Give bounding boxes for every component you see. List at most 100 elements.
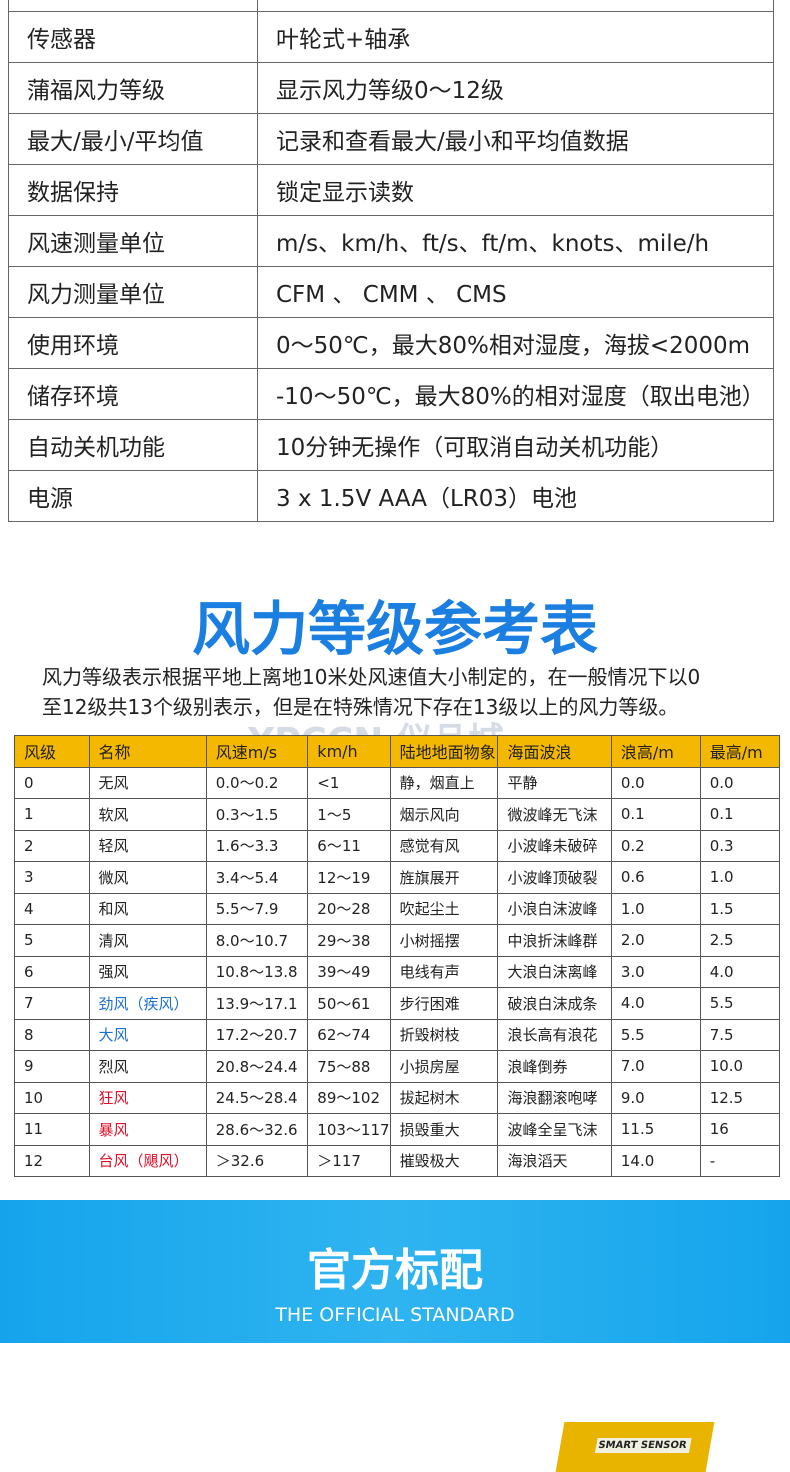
spec-row: 风速测量单位 m/s、km/h、ft/s、ft/m、knots、mile/h: [8, 215, 774, 267]
description-line: 至12级共13个级别表示，但是在特殊情况下存在13级以上的风力等级。: [42, 695, 679, 719]
spec-table: 传感器 叶轮式+轴承 蒲福风力等级 显示风力等级0～12级 最大/最小/平均值 记录和查看…: [8, 0, 774, 522]
table-cell: 13.9～17.1: [205, 987, 309, 1020]
table-cell: 103～117: [307, 1113, 391, 1146]
table-row: 9 烈风 20.8～24.4 75～88 小损房屋 浪峰倒券 7.0 10.0: [14, 1050, 781, 1083]
table-cell: 4.0: [699, 955, 781, 988]
table-cell: 0.3～1.5: [205, 798, 309, 831]
table-row: 5 清风 8.0～10.7 29～38 小树摇摆 中浪折沫峰群 2.0 2.5: [14, 924, 781, 957]
table-cell: 3.4～5.4: [205, 861, 309, 894]
table-cell: 6～11: [307, 829, 391, 862]
table-cell: 11: [14, 1113, 90, 1146]
table-cell: 小浪白沫波峰: [497, 892, 612, 925]
spec-label: 自动关机功能: [8, 419, 258, 471]
spec-label: 储存环境: [8, 368, 258, 420]
table-cell: 14.0: [610, 1144, 701, 1177]
table-cell: 小波峰未破碎: [497, 829, 612, 862]
table-cell: 1.6～3.3: [205, 829, 309, 862]
spec-label: 风力测量单位: [8, 266, 258, 318]
table-cell: 11.5: [610, 1113, 701, 1146]
table-cell: 0.0: [610, 766, 701, 799]
table-cell: 20～28: [307, 892, 391, 925]
table-cell: 微风: [88, 861, 207, 894]
table-cell: 浪峰倒券: [497, 1050, 612, 1083]
banner-subtitle: THE OFFICIAL STANDARD: [275, 1304, 515, 1326]
table-cell: 9.0: [610, 1081, 701, 1114]
table-cell: 8: [14, 1018, 90, 1051]
table-row: 10 狂风 24.5～28.4 89～102 拔起树木 海浪翻滚咆哮 9.0 12.5: [14, 1081, 781, 1114]
spec-row: 电源 3 x 1.5V AAA（LR03）电池: [8, 470, 774, 522]
table-cell: 0: [14, 766, 90, 799]
table-cell: 9: [14, 1050, 90, 1083]
table-cell: 2: [14, 829, 90, 862]
table-cell: 5.5～7.9: [205, 892, 309, 925]
spec-label: 传感器: [8, 11, 258, 63]
table-cell: 轻风: [88, 829, 207, 862]
table-row: 4 和风 5.5～7.9 20～28 吹起尘土 小浪白沫波峰 1.0 1.5: [14, 892, 781, 925]
table-cell: 75～88: [307, 1050, 391, 1083]
table-cell: 吹起尘土: [389, 892, 499, 925]
product-label: SMART SENSOR: [594, 1438, 692, 1453]
header-cell: 海面波浪: [497, 735, 612, 768]
description: 风力等级表示根据平地上离地10米处风速值大小制定的，在一般情况下以0 至12级共…: [42, 662, 700, 722]
spec-label: 风速测量单位: [8, 215, 258, 267]
header-cell: 风速m/s: [205, 735, 309, 768]
table-cell: 无风: [88, 766, 207, 799]
header-cell: km/h: [307, 735, 391, 768]
table-cell: 小损房屋: [389, 1050, 499, 1083]
table-cell: 步行困难: [389, 987, 499, 1020]
table-cell: 电线有声: [389, 955, 499, 988]
table-cell: 微波峰无飞沫: [497, 798, 612, 831]
table-cell: 0.1: [699, 798, 781, 831]
table-cell: 8.0～10.7: [205, 924, 309, 957]
spec-row: 数据保持 锁定显示读数: [8, 164, 774, 216]
spec-value: 叶轮式+轴承: [257, 11, 774, 63]
table-cell: 0.0～0.2: [205, 766, 309, 799]
table-cell: 3: [14, 861, 90, 894]
table-cell: 89～102: [307, 1081, 391, 1114]
header-row: 风级 名称 风速m/s km/h 陆地地面物象 海面波浪 浪高/m 最高/m: [14, 735, 781, 768]
table-cell: 29～38: [307, 924, 391, 957]
section-title: 风力等级参考表: [191, 595, 598, 663]
table-cell: 和风: [88, 892, 207, 925]
spec-row: 储存环境 -10～50℃，最大80%的相对湿度（取出电池）: [8, 368, 774, 420]
table-cell: 静，烟直上: [389, 766, 499, 799]
spec-value: m/s、km/h、ft/s、ft/m、knots、mile/h: [257, 215, 774, 267]
product-box: SMART SENSOR: [555, 1422, 715, 1472]
wind-table: 风级 名称 风速m/s km/h 陆地地面物象 海面波浪 浪高/m 最高/m 0 无风 0.0～0.…: [14, 735, 781, 1177]
table-cell: 小树摇摆: [389, 924, 499, 957]
table-row: 6 强风 10.8～13.8 39～49 电线有声 大浪白沫离峰 3.0 4.0: [14, 955, 781, 988]
table-cell: 大风: [88, 1018, 207, 1051]
table-cell: 1.0: [699, 861, 781, 894]
description-line: 风力等级表示根据平地上离地10米处风速值大小制定的，在一般情况下以0: [42, 665, 701, 689]
table-cell: 1～5: [307, 798, 391, 831]
table-cell: 4: [14, 892, 90, 925]
table-row: 0 无风 0.0～0.2 <1 静，烟直上 平静 0.0 0.0: [14, 766, 781, 799]
table-cell: 浪长高有浪花: [497, 1018, 612, 1051]
table-cell: 折毁树枝: [389, 1018, 499, 1051]
spec-value: 显示风力等级0～12级: [257, 62, 774, 114]
table-cell: 0.1: [610, 798, 701, 831]
table-cell: 3.0: [610, 955, 701, 988]
table-cell: ＞32.6: [205, 1144, 309, 1177]
table-cell: 清风: [88, 924, 207, 957]
table-row: 3 微风 3.4～5.4 12～19 旌旗展开 小波峰顶破裂 0.6 1.0: [14, 861, 781, 894]
table-cell: 波峰全呈飞沫: [497, 1113, 612, 1146]
table-row: 12 台风（飓风） ＞32.6 ＞117 摧毁极大 海浪滔天 14.0-: [14, 1144, 781, 1177]
spec-value: 0～50℃，最大80%相对湿度，海拔<2000m: [257, 317, 774, 369]
spec-value: 3 x 1.5V AAA（LR03）电池: [257, 470, 774, 522]
table-cell: 12～19: [307, 861, 391, 894]
table-row: 1 软风 0.3～1.5 1～5 烟示风向 微波峰无飞沫 0.1 0.1: [14, 798, 781, 831]
table-row: 7 劲风（疾风） 13.9～17.1 50～61 步行困难 破浪白沫成条 4.0 5.5: [14, 987, 781, 1020]
table-cell: <1: [307, 766, 391, 799]
table-cell: 中浪折沫峰群: [497, 924, 612, 957]
header-cell: 浪高/m: [610, 735, 701, 768]
table-cell: 损毁重大: [389, 1113, 499, 1146]
banner-title: 官方标配: [307, 1245, 483, 1296]
table-cell: 20.8～24.4: [205, 1050, 309, 1083]
table-cell: 6: [14, 955, 90, 988]
table-cell: 台风（飓风）: [88, 1144, 207, 1177]
table-cell: ＞117: [307, 1144, 391, 1177]
table-cell: 2.0: [610, 924, 701, 957]
spec-label: 蒲福风力等级: [8, 62, 258, 114]
